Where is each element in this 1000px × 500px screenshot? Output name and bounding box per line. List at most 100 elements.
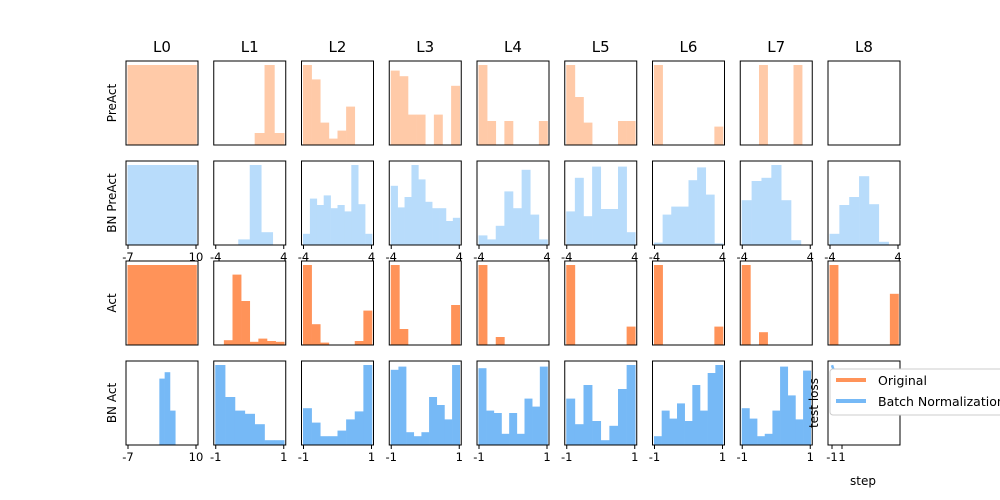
hist-bar-r1-c5-b5 [609, 209, 619, 245]
hist-bar-r1-c3-b0 [390, 185, 398, 245]
hist-bar-r1-c7-b1 [751, 181, 762, 245]
hist-bar-r2-c2-b1 [311, 324, 321, 345]
hist-bar-r3-c1-b3 [244, 413, 255, 445]
xtick-label-r3-c4-1: 1 [543, 450, 550, 464]
layer-title-L1: L1 [241, 38, 259, 56]
hist-bar-r3-c4-b5 [516, 433, 525, 445]
xtick-label-r1-c2-1: 4 [368, 250, 375, 264]
hist-bar-r1-c6-b5 [697, 167, 707, 245]
hist-bar-r2-c1-b6 [267, 341, 276, 345]
hist-bar-r3-c3-b6 [436, 405, 445, 445]
xtick-label-r3-c0-0: -7 [122, 450, 133, 464]
hist-bar-r1-c4-b7 [538, 239, 548, 245]
hist-bar-r2-c1-b5 [258, 338, 268, 345]
hist-bar-r1-c6-b6 [705, 194, 715, 245]
hist-bar-r3-c1-b2 [234, 410, 246, 445]
hist-bar-r1-c4-b4 [513, 208, 522, 245]
hist-bar-r3-c4-b4 [509, 413, 518, 445]
hist-bar-r3-c1-b1 [225, 397, 236, 445]
hist-bar-r1-c1-b2 [238, 239, 251, 245]
hist-bar-r1-c1-b4 [261, 232, 274, 245]
xtick-label-r3-c1-1: 1 [280, 450, 287, 464]
hist-bar-r3-c0-b6 [159, 378, 165, 445]
hist-bar-r3-c3-b0 [390, 369, 399, 445]
hist-bar-r3-c2-b0 [303, 408, 312, 445]
hist-bar-r3-c6-b5 [692, 385, 701, 445]
xtick-label-r1-c5-1: 4 [631, 250, 638, 264]
hist-bar-r3-c2-b4 [337, 430, 347, 445]
hist-bar-r3-c5-b1 [574, 424, 584, 445]
hist-bar-r3-c7-b6 [787, 395, 796, 445]
hist-bar-r1-c3-b4 [418, 179, 426, 245]
hist-bar-r3-c4-b6 [524, 398, 533, 445]
xtick-label-r1-c1-1: 4 [280, 250, 287, 264]
hist-bar-r0-c2-b2 [320, 122, 330, 145]
xtick-label-r1-c2-0: -4 [298, 250, 309, 264]
hist-bar-r3-c3-b8 [452, 365, 461, 445]
loss-ylabel: test loss [807, 378, 821, 428]
hist-bar-r3-c5-b4 [600, 440, 610, 445]
hist-bar-r0-c1-b5 [264, 65, 275, 145]
hist-bar-r3-c6-b6 [700, 410, 708, 445]
panel-frame-r3-c4 [476, 360, 550, 446]
hist-bar-r3-c5-b5 [609, 425, 619, 445]
hist-bar-r3-c4-b1 [486, 410, 495, 445]
hist-bar-r0-c3-b3 [416, 114, 426, 145]
hist-bar-r0-c2-b3 [328, 138, 338, 145]
hist-bar-r1-c7-b3 [771, 165, 782, 245]
hist-bar-r1-c2-b5 [337, 205, 345, 245]
xtick-label-r1-c1-0: -4 [210, 250, 221, 264]
hist-bar-r0-c5-b1 [574, 97, 584, 145]
xtick-label-r1-c6-0: -4 [649, 250, 660, 264]
hist-bar-r3-c6-b1 [661, 410, 670, 445]
panel-frame-r0-c7 [739, 60, 813, 146]
xtick-label-r1-c7-1: 4 [807, 250, 814, 264]
hist-bar-r2-c8-b0 [829, 265, 839, 345]
hist-bar-r0-c5-b6 [618, 121, 627, 145]
hist-bar-r1-c8-b0 [829, 233, 840, 245]
legend: Original Batch Normalization [829, 368, 1000, 416]
panel-frame-r0-c8 [827, 60, 901, 146]
xtick-label-r1-c7-0: -4 [737, 250, 748, 264]
hist-bar-r1-c6-b2 [671, 206, 681, 245]
hist-bar-r1-c5-b2 [583, 216, 593, 245]
xtick-label-r1-c8-1: 4 [894, 250, 901, 264]
hist-bar-r3-c2-b7 [363, 365, 373, 445]
hist-bar-r3-c4-b2 [493, 413, 502, 445]
row-label-2: Act [105, 293, 119, 313]
row-label-0: PreAct [105, 84, 119, 123]
xtick-label-r1-c4-0: -4 [473, 250, 484, 264]
hist-bar-r3-c0-b8 [169, 410, 176, 445]
row-label-1: BN PreAct [105, 173, 119, 233]
hist-bar-r1-c5-b4 [600, 209, 610, 245]
hist-bar-r3-c5-b2 [583, 385, 593, 445]
hist-bar-r1-c2-b1 [309, 198, 318, 245]
hist-bar-r3-c2-b3 [328, 436, 338, 445]
hist-bar-r2-c4-b0 [478, 265, 488, 345]
hist-bar-r0-c2-b0 [303, 65, 312, 145]
layer-title-L7: L7 [767, 38, 785, 56]
hist-bar-r1-c2-b4 [330, 208, 338, 245]
hist-bar-r0-c2-b4 [337, 130, 347, 145]
panel-frame-r0-c1 [213, 60, 287, 146]
hist-bar-r2-c0-b0 [127, 265, 197, 345]
panels-group: L0 L1 L2 L3 L4 L5 L6 L7 L8 PreAct BN PreAct -7 10 -4 4… [105, 38, 902, 488]
panel-frame-r3-c1 [213, 360, 287, 446]
panel-frame-r2-c0 [125, 260, 199, 346]
hist-bar-r1-c4-b5 [521, 169, 531, 245]
hist-bar-r2-c2-b2 [320, 342, 330, 345]
hist-bar-r2-c6-b7 [714, 326, 724, 345]
hist-bar-r0-c2-b5 [346, 106, 356, 145]
panel-frame-r3-c7 [739, 360, 813, 446]
hist-bar-r0-c5-b0 [566, 65, 576, 145]
panel-frame-r3-c5 [564, 360, 638, 446]
hist-bar-r0-c3-b7 [451, 85, 461, 145]
hist-bar-r3-c1-b4 [254, 424, 265, 445]
hist-bar-r2-c3-b7 [451, 305, 461, 345]
hist-bar-r1-c3-b6 [432, 208, 440, 245]
hist-bar-r1-c3-b1 [397, 207, 405, 245]
hist-bar-r1-c8-b3 [859, 176, 870, 245]
xtick-label-r1-c5-0: -4 [561, 250, 572, 264]
hist-bar-r2-c2-b7 [363, 310, 373, 345]
